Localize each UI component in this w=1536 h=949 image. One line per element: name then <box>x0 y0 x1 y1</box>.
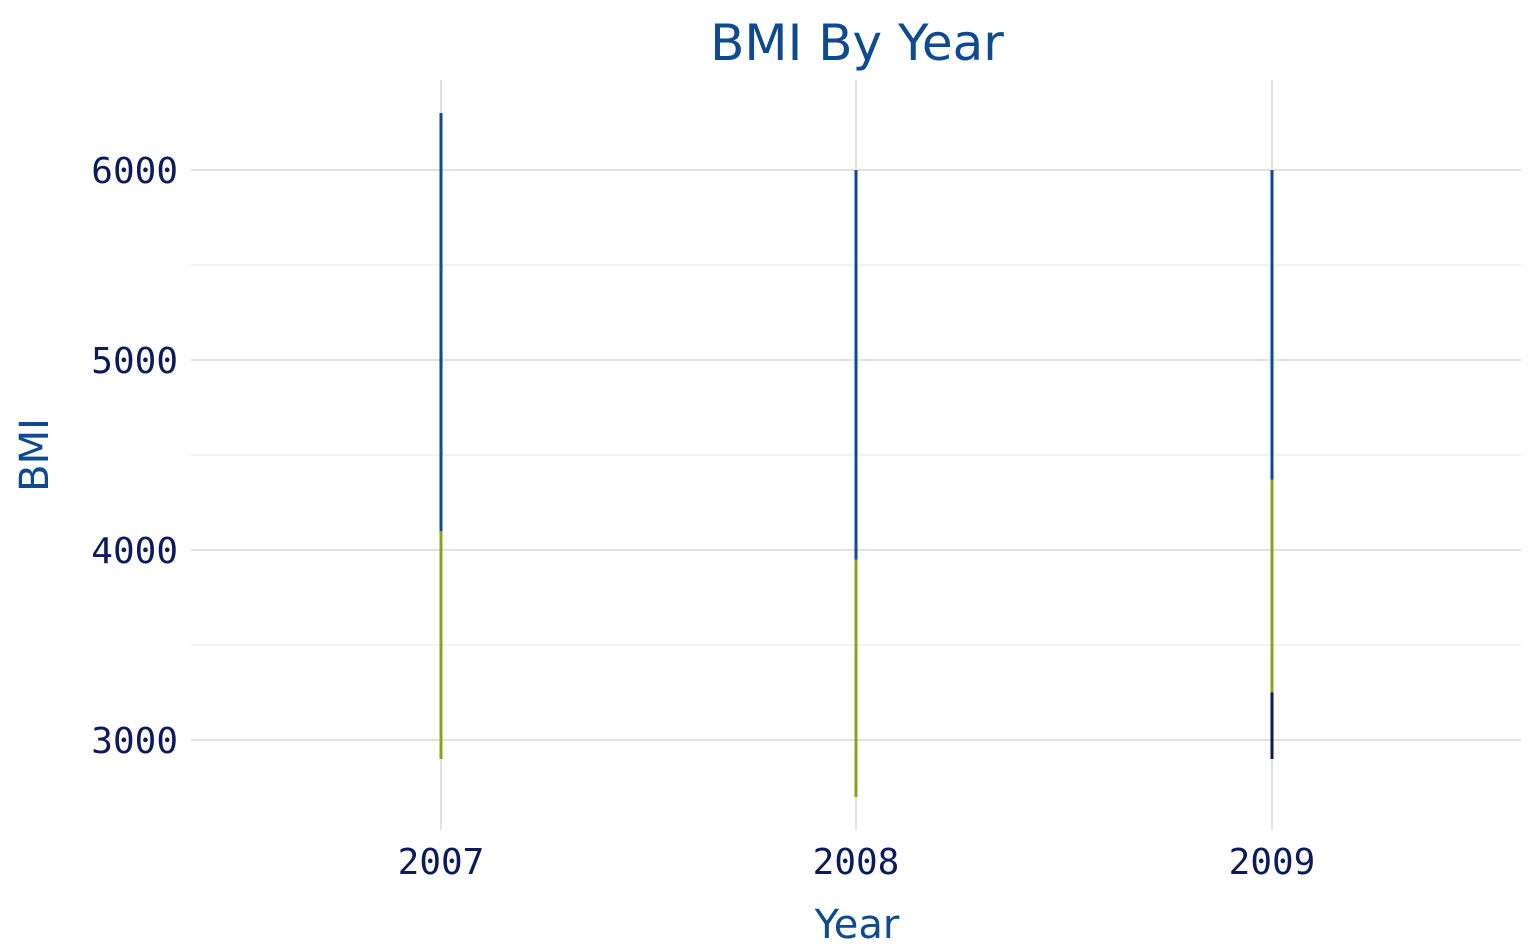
chart-title: BMI By Year <box>710 14 1004 72</box>
x-tick-label: 2009 <box>1229 842 1316 883</box>
y-tick-label: 5000 <box>91 341 178 382</box>
x-axis-title: Year <box>814 902 900 948</box>
y-axis-ticks: 3000 4000 5000 6000 <box>91 151 178 762</box>
chart-bars <box>439 113 1274 797</box>
y-tick-label: 3000 <box>91 721 178 762</box>
x-tick-label: 2007 <box>398 842 485 883</box>
y-axis-title: BMI <box>12 418 58 492</box>
y-tick-label: 4000 <box>91 531 178 572</box>
x-tick-label: 2008 <box>813 842 900 883</box>
y-tick-label: 6000 <box>91 151 178 192</box>
x-axis-ticks: 2007 2008 2009 <box>398 842 1316 883</box>
